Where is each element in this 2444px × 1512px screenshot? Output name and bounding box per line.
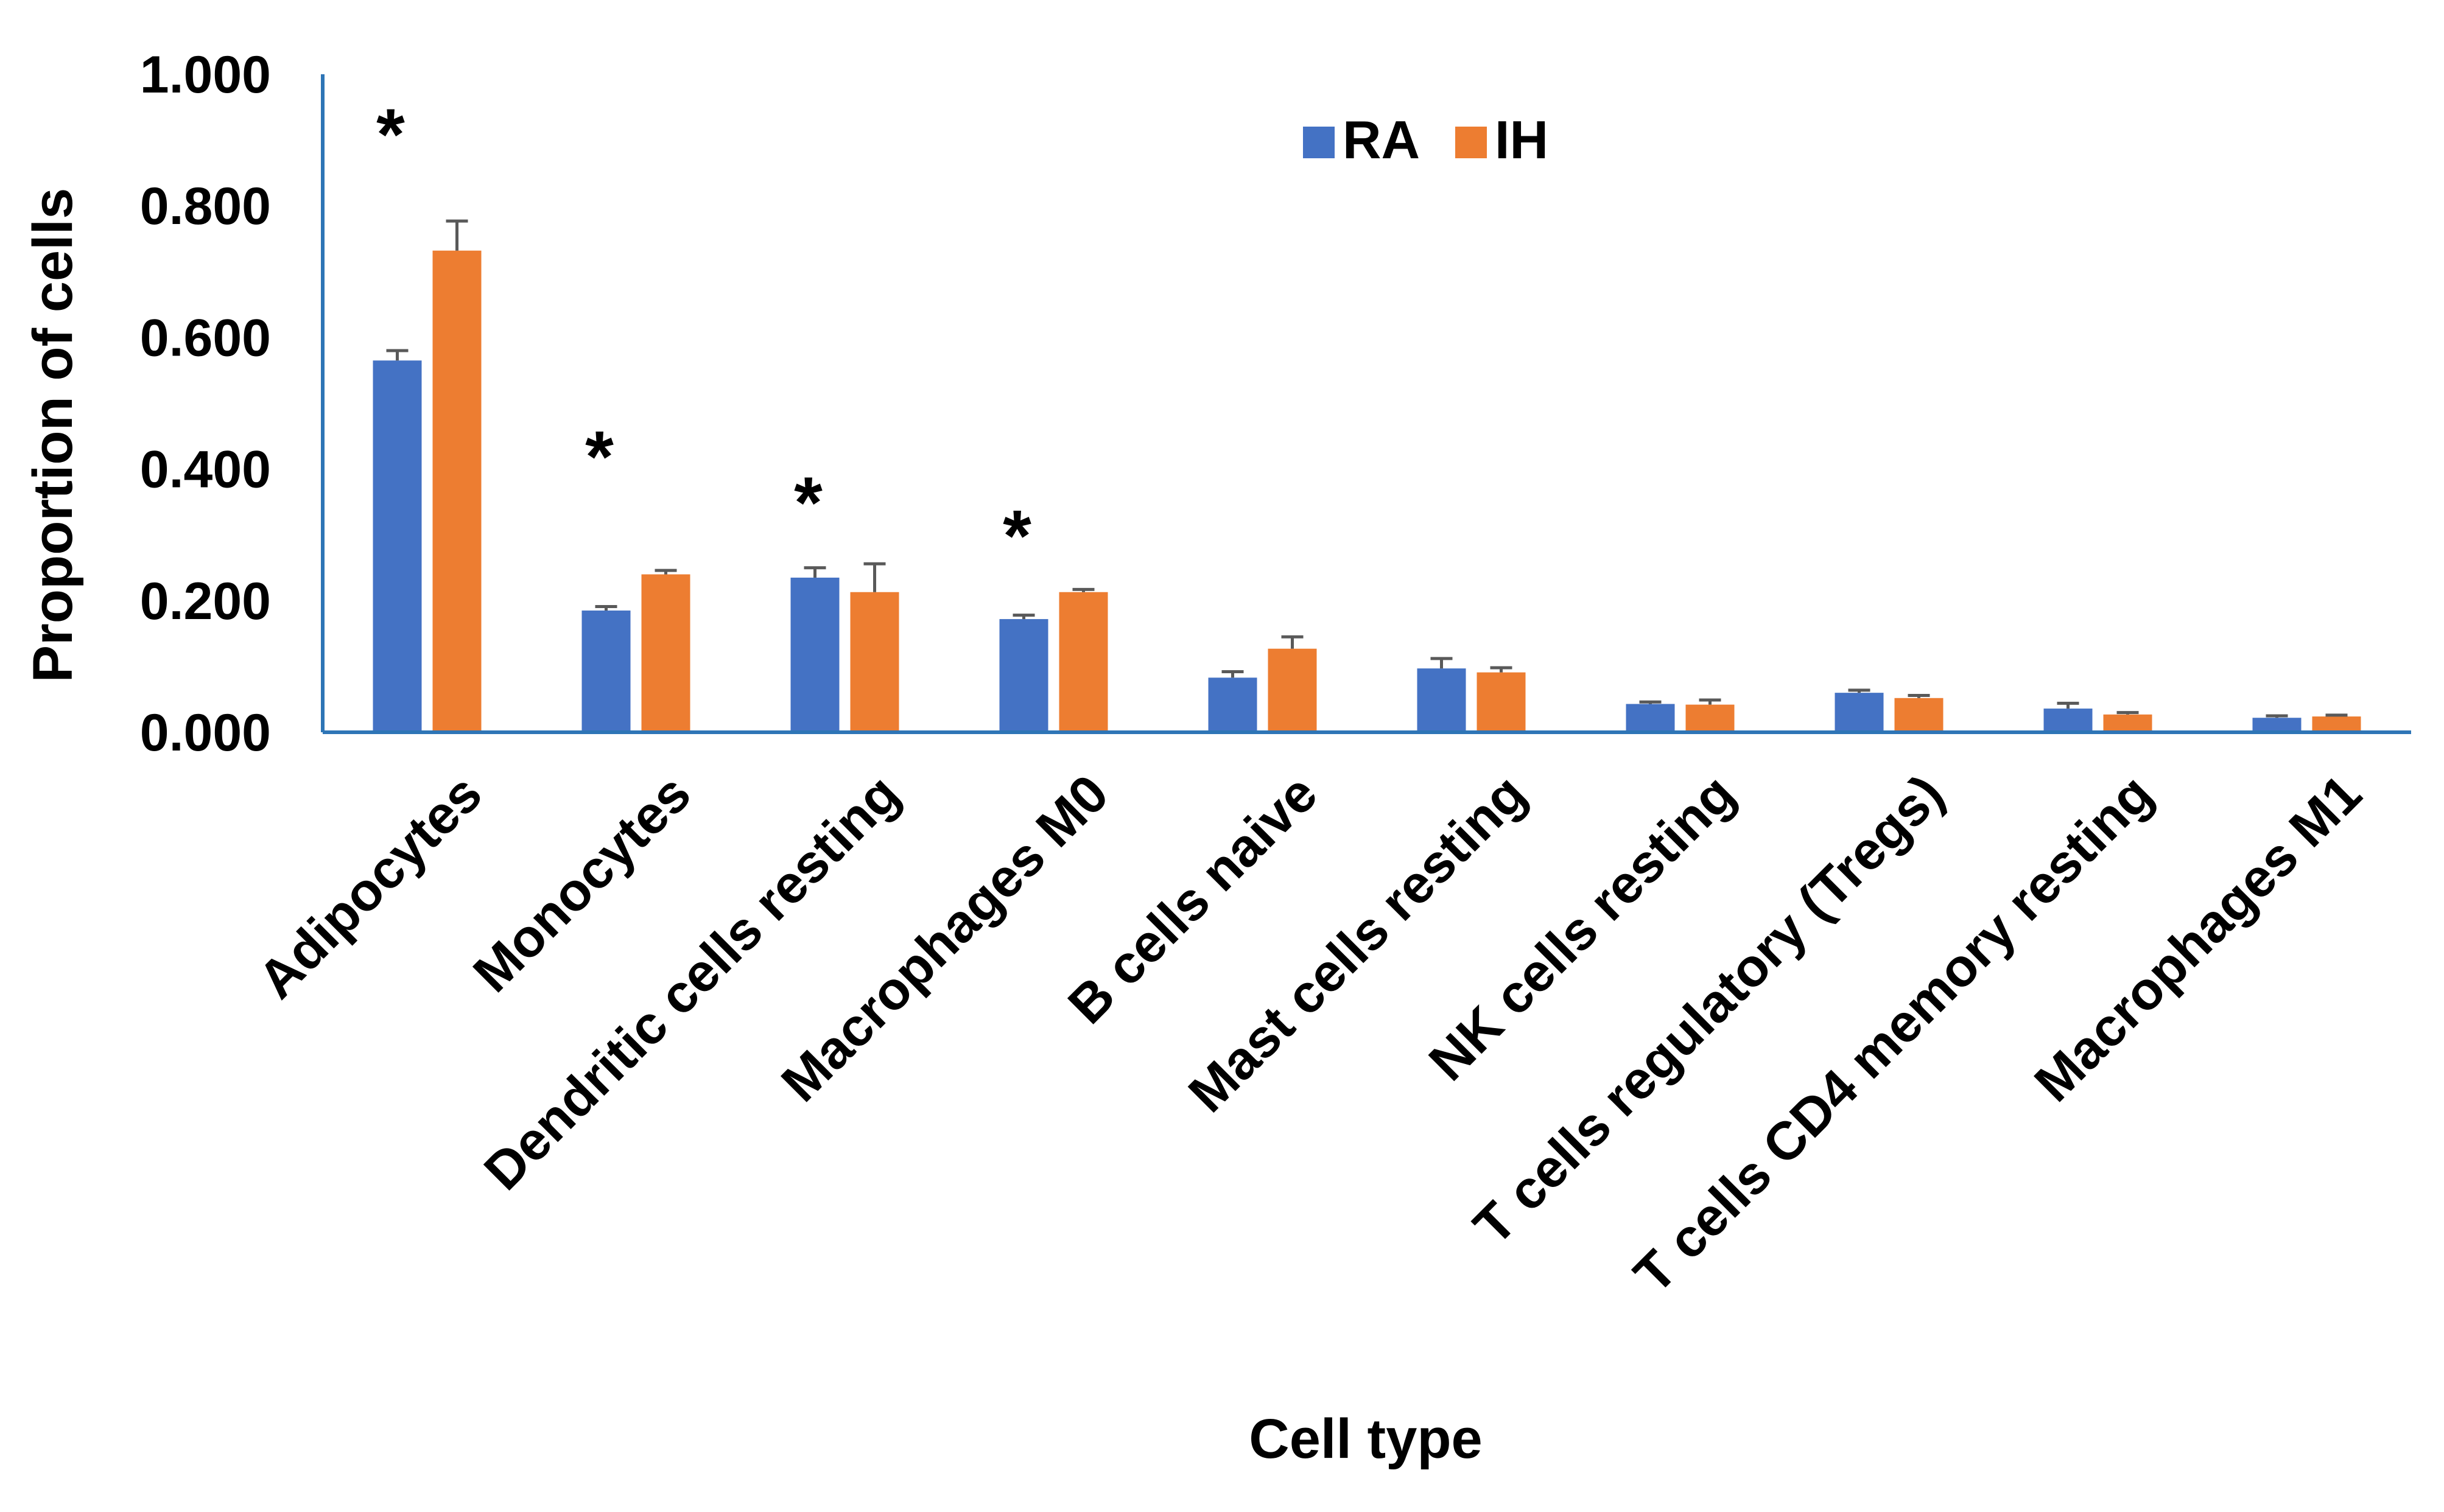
error-bar <box>1281 635 1304 649</box>
bar-ih <box>850 592 899 732</box>
error-bar <box>1072 587 1095 592</box>
error-bar <box>1848 688 1870 693</box>
error-bars <box>386 219 2348 718</box>
legend-label-ra: RA <box>1343 110 1420 170</box>
bar-ih <box>1268 648 1317 732</box>
x-axis-title: Cell type <box>1249 1408 1482 1470</box>
bar-ih <box>1477 672 1526 732</box>
legend-label-ih: IH <box>1495 110 1548 170</box>
legend-swatch-ra <box>1303 127 1335 158</box>
x-tick-label: Mast cells resting <box>1177 763 1537 1123</box>
error-bar <box>2057 701 2079 709</box>
error-bar <box>595 605 617 611</box>
bar-ra <box>1417 668 1466 732</box>
bar-ih <box>1894 698 1944 732</box>
bar-ih <box>432 250 482 732</box>
y-tick-label: 0.400 <box>140 441 271 499</box>
bar-ra <box>2252 718 2302 732</box>
error-bar <box>1699 698 1721 705</box>
significance-marker: * <box>585 416 614 498</box>
bar-ra <box>1835 693 1884 732</box>
bar-ra <box>1208 677 1257 732</box>
error-bar <box>655 569 677 575</box>
error-bar <box>1908 693 1930 698</box>
error-bar <box>1490 666 1512 673</box>
bar-ih <box>2312 716 2361 732</box>
y-axis-title: Proportion of cells <box>22 188 84 683</box>
legend-swatch-ih <box>1455 127 1487 158</box>
error-bar <box>863 562 886 592</box>
bar-ra <box>999 619 1048 732</box>
bar-ra <box>2043 709 2093 732</box>
error-bar <box>804 566 826 578</box>
error-bar <box>386 349 409 361</box>
error-bar <box>2325 713 2348 717</box>
error-bar <box>1639 700 1662 704</box>
bar-ra <box>373 360 422 732</box>
x-tick-label: Adipocytes <box>247 763 493 1009</box>
significance-markers: * * * * <box>376 94 1031 576</box>
significance-marker: * <box>1003 495 1031 576</box>
legend: RA IH <box>1303 110 1548 170</box>
y-tick-label: 0.800 <box>140 177 271 236</box>
error-bar <box>1013 614 1035 620</box>
bar-series <box>373 250 2361 732</box>
significance-marker: * <box>794 462 823 544</box>
y-tick-label: 0.600 <box>140 309 271 367</box>
bar-ra <box>581 611 631 732</box>
bar-ih <box>1059 592 1108 732</box>
bar-ra <box>790 577 840 732</box>
error-bar <box>1430 657 1453 669</box>
bar-ra <box>1626 704 1675 732</box>
y-tick-label: 0.000 <box>140 704 271 762</box>
error-bar <box>446 219 468 251</box>
x-tick-label: Dendritic cells resting <box>472 763 911 1201</box>
y-tick-label: 1.000 <box>140 46 271 104</box>
significance-marker: * <box>376 94 405 175</box>
error-bar <box>2266 714 2288 718</box>
error-bar <box>2116 711 2139 715</box>
y-axis-ticks: 0.000 0.200 0.400 0.600 0.800 1.000 <box>140 46 271 762</box>
bar-ih <box>641 574 690 732</box>
y-tick-label: 0.200 <box>140 572 271 631</box>
error-bar <box>1221 670 1244 678</box>
bar-ih <box>2103 714 2152 732</box>
bar-ih <box>1685 704 1735 732</box>
